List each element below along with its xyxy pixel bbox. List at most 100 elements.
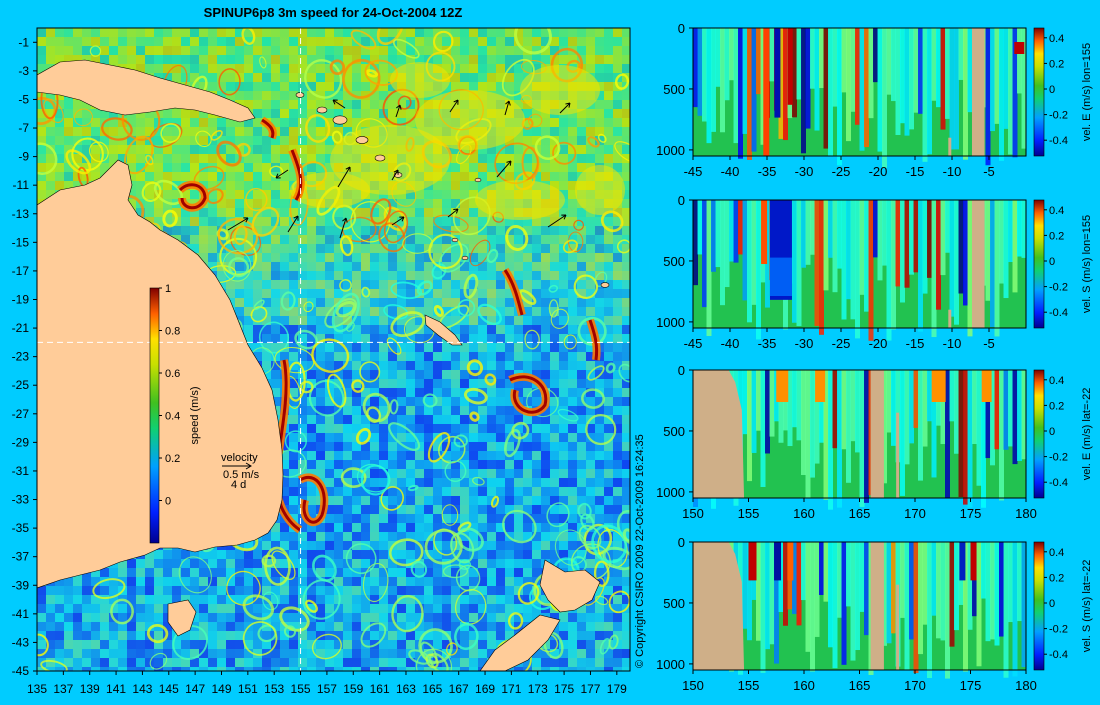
speed-cell: [316, 253, 325, 262]
speed-cell: [586, 118, 595, 127]
speed-cell: [622, 388, 630, 397]
speed-cell: [622, 586, 630, 595]
speed-cell: [307, 361, 316, 370]
speed-cell: [532, 649, 541, 658]
speed-cell: [289, 658, 298, 667]
speed-cell: [352, 226, 361, 235]
speed-cell: [325, 478, 334, 487]
speed-cell: [478, 307, 487, 316]
speed-cell: [622, 172, 630, 181]
speed-cell: [532, 442, 541, 451]
speed-cell: [406, 109, 415, 118]
eddy-filament: [433, 214, 469, 233]
speed-cell: [388, 631, 397, 640]
speed-cell: [451, 298, 460, 307]
speed-cell: [586, 379, 595, 388]
speed-cell: [568, 406, 577, 415]
speed-cell: [46, 586, 55, 595]
speed-cell: [379, 595, 388, 604]
speed-cell: [523, 442, 532, 451]
speed-cell: [442, 586, 451, 595]
speed-cell: [442, 415, 451, 424]
speed-cell: [469, 217, 478, 226]
speed-cell: [622, 127, 630, 136]
speed-cell: [271, 109, 280, 118]
speed-cell: [118, 613, 127, 622]
speed-cell: [496, 46, 505, 55]
speed-cell: [244, 199, 253, 208]
speed-cell: [235, 586, 244, 595]
speed-cell: [217, 595, 226, 604]
speed-cell: [226, 172, 235, 181]
speed-cell: [469, 658, 478, 667]
speed-cell: [145, 46, 154, 55]
speed-cell: [415, 433, 424, 442]
speed-cell: [613, 154, 622, 163]
speed-cell: [532, 658, 541, 667]
speed-cell: [550, 496, 559, 505]
speed-cell: [343, 82, 352, 91]
speed-cell: [613, 64, 622, 73]
speed-cell: [478, 649, 487, 658]
speed-cell: [415, 343, 424, 352]
speed-cell: [280, 451, 289, 460]
speed-cell: [163, 568, 172, 577]
speed-cell: [343, 109, 352, 118]
speed-cell: [289, 73, 298, 82]
speed-cell: [271, 325, 280, 334]
speed-cell: [415, 217, 424, 226]
map-field: [37, 28, 630, 671]
speed-cell: [379, 361, 388, 370]
speed-cell: [613, 586, 622, 595]
speed-cell: [550, 343, 559, 352]
speed-cell: [163, 649, 172, 658]
speed-cell: [406, 469, 415, 478]
speed-cell: [46, 163, 55, 172]
speed-cell: [91, 37, 100, 46]
speed-cell: [91, 568, 100, 577]
speed-cell: [334, 73, 343, 82]
speed-cell: [343, 46, 352, 55]
speed-cell: [604, 154, 613, 163]
speed-cell: [253, 172, 262, 181]
speed-cell: [586, 541, 595, 550]
speed-cell: [622, 550, 630, 559]
speed-cell: [433, 577, 442, 586]
speed-cell: [487, 442, 496, 451]
speed-cell: [352, 55, 361, 64]
speed-cell: [298, 316, 307, 325]
speed-cell: [505, 541, 514, 550]
speed-cell: [172, 577, 181, 586]
speed-cell: [505, 496, 514, 505]
speed-cell: [253, 55, 262, 64]
speed-cell: [550, 217, 559, 226]
speed-cell: [298, 370, 307, 379]
speed-cell: [514, 487, 523, 496]
speed-cell: [433, 334, 442, 343]
speed-cell: [82, 595, 91, 604]
speed-cell: [505, 235, 514, 244]
speed-cell: [568, 289, 577, 298]
speed-cell: [442, 235, 451, 244]
speed-cell: [316, 91, 325, 100]
speed-cell: [532, 316, 541, 325]
speed-cell: [145, 163, 154, 172]
speed-cell: [568, 613, 577, 622]
speed-cell: [568, 307, 577, 316]
speed-cell: [496, 442, 505, 451]
speed-cell: [595, 271, 604, 280]
eddy-filament: [580, 513, 595, 531]
speed-cell: [550, 388, 559, 397]
speed-cell: [514, 253, 523, 262]
speed-cell: [217, 64, 226, 73]
eddy-filament: [241, 28, 256, 45]
speed-cell: [595, 415, 604, 424]
speed-cell: [190, 190, 199, 199]
eddy-filament: [514, 28, 552, 55]
speed-cell: [424, 460, 433, 469]
speed-cell: [73, 577, 82, 586]
eddy-filament: [40, 659, 68, 671]
speed-cell: [82, 667, 91, 671]
speed-cell: [451, 397, 460, 406]
speed-cell: [82, 46, 91, 55]
